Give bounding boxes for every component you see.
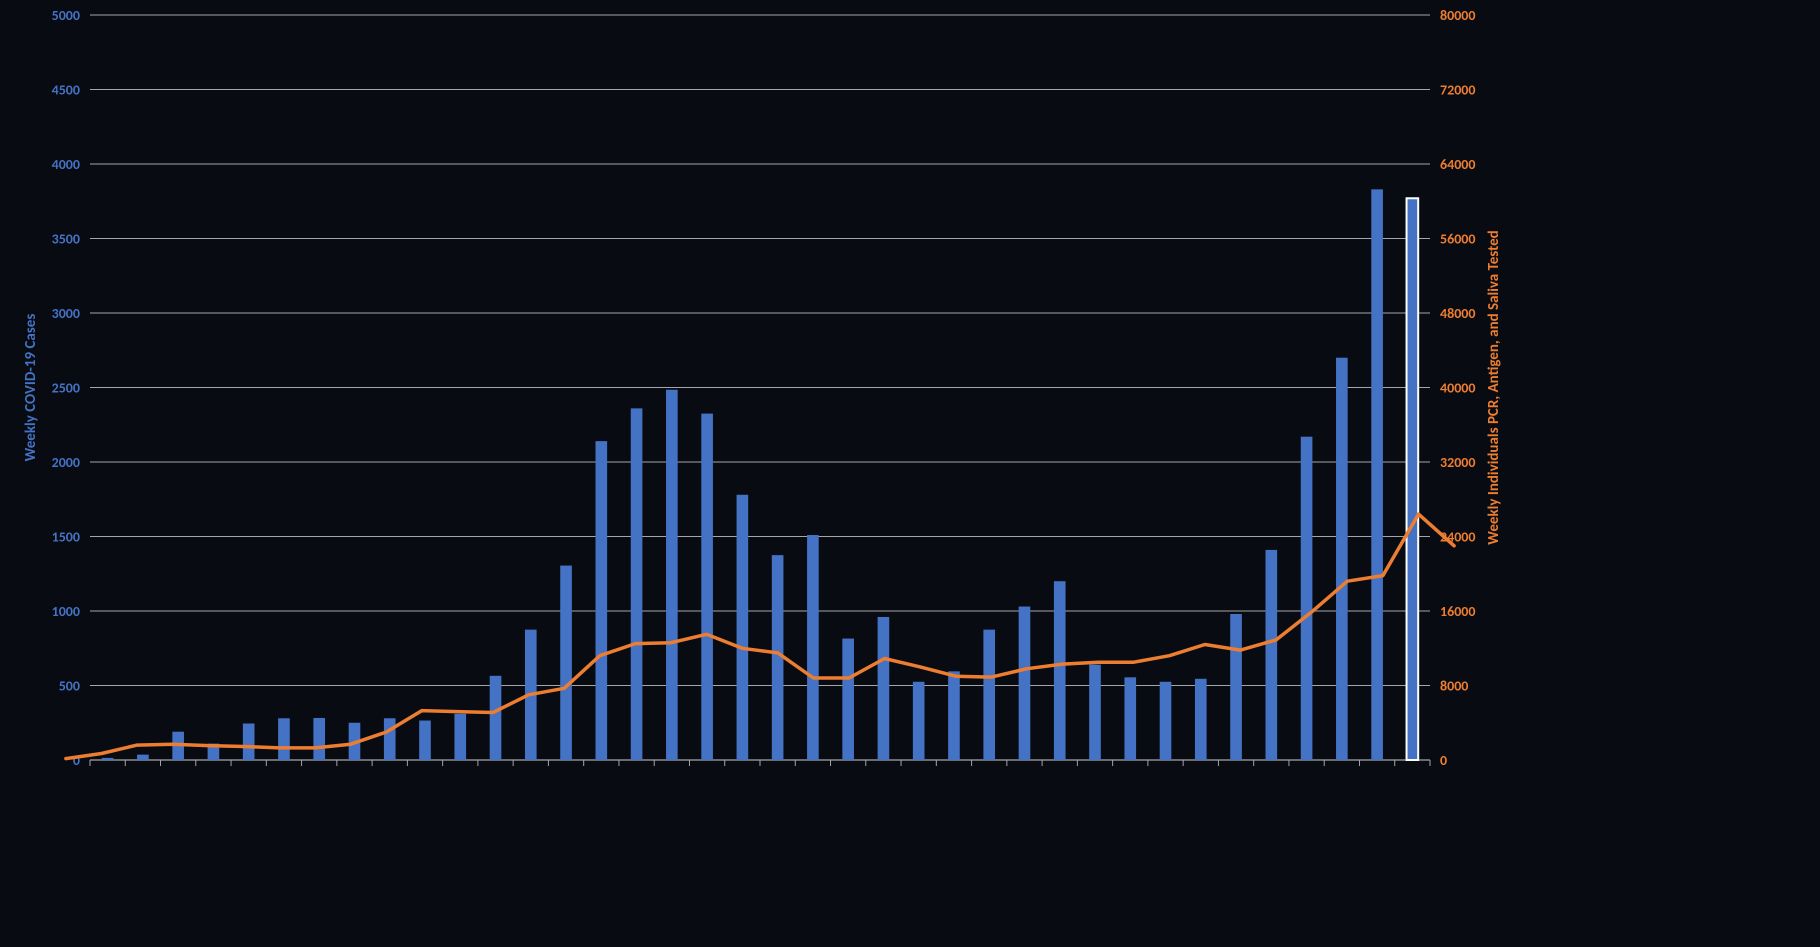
y-left-tick-label: 500 <box>59 678 80 695</box>
y-left-tick-label: 2500 <box>52 380 80 397</box>
bar <box>1089 665 1101 760</box>
bar <box>948 671 960 760</box>
bar <box>1371 189 1383 760</box>
bar <box>1124 677 1136 760</box>
y-right-axis-label: Weekly Individuals PCR, Antigen, and Sal… <box>1485 230 1503 544</box>
bar <box>243 723 255 760</box>
bar <box>1019 607 1031 760</box>
y-right-tick-label: 32000 <box>1440 454 1475 471</box>
y-right-tick-label: 80000 <box>1440 7 1475 24</box>
bar <box>278 718 290 760</box>
y-left-tick-label: 5000 <box>52 7 80 24</box>
bar <box>701 414 713 760</box>
bar <box>878 617 890 760</box>
y-left-tick-label: 3000 <box>52 305 80 322</box>
bar <box>1160 682 1172 760</box>
bar <box>490 676 502 760</box>
y-right-tick-label: 16000 <box>1440 603 1475 620</box>
bar <box>384 718 396 760</box>
y-right-tick-label: 56000 <box>1440 231 1475 248</box>
bar <box>419 721 431 760</box>
bar <box>842 639 854 760</box>
y-right-tick-label: 48000 <box>1440 305 1475 322</box>
y-left-tick-label: 0 <box>73 752 80 769</box>
y-right-tick-label: 40000 <box>1440 380 1475 397</box>
y-right-tick-label: 8000 <box>1440 678 1468 695</box>
bar <box>102 758 114 760</box>
bar <box>631 408 643 760</box>
y-right-tick-label: 0 <box>1440 752 1447 769</box>
y-left-tick-label: 4000 <box>52 156 80 173</box>
y-right-tick-label: 64000 <box>1440 156 1475 173</box>
bar <box>1265 550 1277 760</box>
bar <box>1230 614 1242 760</box>
y-left-tick-label: 2000 <box>52 454 80 471</box>
bar <box>666 390 678 760</box>
bar <box>1301 437 1313 760</box>
bar <box>1407 198 1419 760</box>
bar <box>913 682 925 760</box>
bar <box>454 714 466 760</box>
y-left-tick-label: 4500 <box>52 82 80 99</box>
bar <box>560 566 572 760</box>
bar <box>595 441 607 760</box>
y-right-tick-label: 72000 <box>1440 82 1475 99</box>
chart-svg: 0 500 1000 1500 2000 2500 3000 3500 4000 4500 5000… <box>0 0 1820 947</box>
chart-container: 0 500 1000 1500 2000 2500 3000 3500 4000 4500 5000… <box>0 0 1820 947</box>
y-left-tick-label: 3500 <box>52 231 80 248</box>
bar <box>1195 679 1207 760</box>
bar <box>807 535 819 760</box>
bar <box>737 495 749 760</box>
y-left-tick-label: 1000 <box>52 603 80 620</box>
y-left-tick-label: 1500 <box>52 529 80 546</box>
bar <box>1054 581 1066 760</box>
bar <box>1336 358 1348 760</box>
bar <box>313 718 325 760</box>
y-left-axis-label: Weekly COVID-19 Cases <box>22 314 40 462</box>
bar <box>137 755 149 760</box>
bar <box>983 630 995 760</box>
